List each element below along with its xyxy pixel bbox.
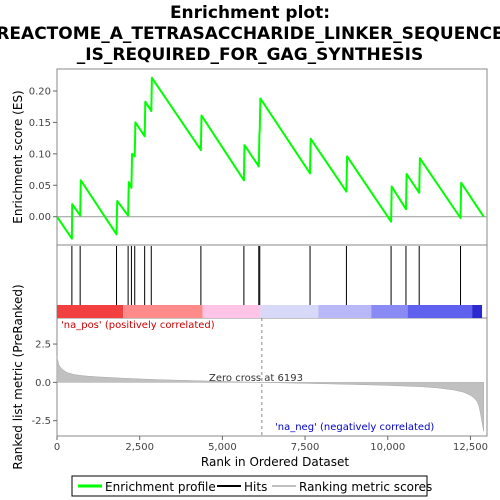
- legend-box: [71, 475, 428, 497]
- ranking-panel-frame: [56, 317, 488, 437]
- colorbar-segment-4: [318, 305, 372, 318]
- x-tick-label-1: 2,500: [125, 442, 154, 453]
- colorbar-segment-5: [371, 305, 408, 318]
- es-y-tick-label-4: 0.20: [29, 87, 51, 98]
- x-tick-label-5: 12,500: [453, 442, 488, 453]
- legend-label-ranking: Ranking metric scores: [299, 480, 432, 494]
- chart-title-line-3: _IS_REQUIRED_FOR_GAG_SYNTHESIS: [77, 45, 423, 65]
- es-y-axis-label: Enrichment score (ES): [11, 90, 25, 223]
- colorbar-segment-2: [202, 305, 261, 318]
- legend-label-enrichment: Enrichment profile: [105, 480, 216, 494]
- legend-label-hits: Hits: [244, 480, 267, 494]
- x-tick-label-4: 10,000: [370, 442, 405, 453]
- ranking-y-axis-label: Ranked list metric (PreRanked): [11, 284, 25, 469]
- colorbar-segment-1: [123, 305, 203, 318]
- es-y-tick-label-0: 0.00: [29, 212, 51, 223]
- legend: Enrichment profile Hits Ranking metric s…: [71, 475, 432, 497]
- x-axis-label: Rank in Ordered Dataset: [201, 455, 349, 469]
- x-tick-label-3: 7,500: [291, 442, 320, 453]
- rank-y-tick-label-0: 2.5: [35, 340, 51, 351]
- rank-y-tick-label-2: -2.5: [31, 416, 51, 427]
- es-y-tick-label-2: 0.10: [29, 149, 51, 160]
- colorbar-segment-6: [407, 305, 473, 318]
- x-tick-label-0: 0: [54, 442, 60, 453]
- ranking-metric-area: [56, 356, 484, 432]
- colorbar-segment-3: [260, 305, 319, 318]
- chart-title-line-1: Enrichment plot:: [170, 3, 330, 23]
- colorbar-segment-0: [57, 305, 124, 318]
- pos-correlated-label: 'na_pos' (positively correlated): [61, 320, 215, 331]
- chart-title-line-2: REACTOME_A_TETRASACCHARIDE_LINKER_SEQUEN…: [0, 24, 500, 44]
- x-tick-label-2: 5,000: [208, 442, 237, 453]
- es-panel-frame: [56, 68, 488, 246]
- es-y-tick-label-3: 0.15: [29, 118, 51, 129]
- rank-y-tick-label-1: 0.0: [35, 378, 51, 389]
- neg-correlated-label: 'na_neg' (negatively correlated): [275, 422, 434, 433]
- es-y-tick-label-1: 0.05: [29, 181, 51, 192]
- zero-cross-label: Zero cross at 6193: [209, 373, 303, 384]
- colorbar-segment-7: [472, 305, 483, 318]
- enrichment-profile-line: [56, 76, 485, 240]
